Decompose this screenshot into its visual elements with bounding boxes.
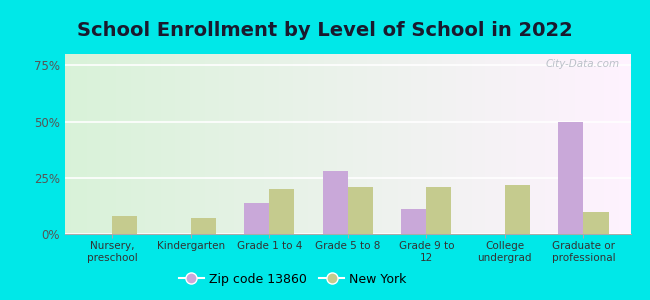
Bar [190, 218, 216, 234]
Bar [348, 187, 373, 234]
Bar [244, 202, 269, 234]
Text: City-Data.com: City-Data.com [545, 59, 619, 69]
Text: School Enrollment by Level of School in 2022: School Enrollment by Level of School in … [77, 21, 573, 40]
Bar [558, 122, 584, 234]
Bar [584, 212, 608, 234]
Bar [112, 216, 137, 234]
Bar [401, 209, 426, 234]
Bar [322, 171, 348, 234]
Bar [426, 187, 452, 234]
Legend: Zip code 13860, New York: Zip code 13860, New York [174, 268, 411, 291]
Bar [269, 189, 294, 234]
Bar [505, 184, 530, 234]
